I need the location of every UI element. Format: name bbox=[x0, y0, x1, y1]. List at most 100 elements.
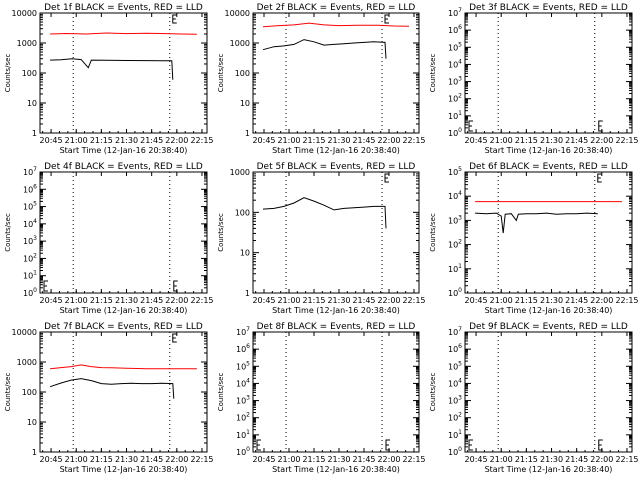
plot-frame bbox=[464, 171, 633, 294]
y-tick-label: 100 bbox=[22, 388, 37, 397]
x-tick-label: 22:00 bbox=[590, 136, 613, 145]
x-tick-label: 22:15 bbox=[402, 455, 425, 464]
y-tick-label: 1000 bbox=[230, 39, 250, 48]
y-axis-label: Counts/sec bbox=[4, 213, 12, 252]
events-series-line bbox=[50, 58, 174, 80]
y-tick-label: 102 bbox=[448, 412, 462, 423]
x-axis-label: Start Time (12-Jan-16 20:38:40) bbox=[485, 465, 613, 474]
y-tick-label: 10 bbox=[27, 99, 37, 108]
x-tick-label: 21:00 bbox=[490, 136, 513, 145]
x-tick-label: 21:45 bbox=[565, 455, 588, 464]
x-tick-label: 20:45 bbox=[40, 136, 63, 145]
x-tick-label: 21:15 bbox=[515, 455, 538, 464]
x-tick-label: 21:15 bbox=[302, 296, 325, 305]
plot-frame bbox=[252, 331, 420, 453]
range-marker bbox=[172, 333, 177, 343]
x-tick-label: 22:00 bbox=[165, 136, 188, 145]
x-tick-label: 21:45 bbox=[140, 136, 163, 145]
y-axis-label: Counts/sec bbox=[4, 54, 12, 93]
y-tick-label: 104 bbox=[448, 190, 462, 201]
x-axis-label: Start Time (12-Jan-16 20:38:40) bbox=[60, 306, 188, 315]
x-axis-label: Start Time (12-Jan-16 20:38:40) bbox=[272, 465, 400, 474]
y-tick-label: 101 bbox=[448, 429, 462, 440]
x-tick-label: 22:00 bbox=[590, 296, 613, 305]
plot-frame bbox=[39, 171, 208, 294]
plot-frame bbox=[39, 12, 208, 134]
y-tick-label: 1 bbox=[245, 129, 250, 138]
y-tick-label: 1000 bbox=[17, 39, 37, 48]
y-tick-label: 100 bbox=[235, 208, 250, 217]
range-marker bbox=[598, 120, 603, 132]
y-tick-label: 102 bbox=[448, 239, 462, 250]
y-tick-label: 100 bbox=[236, 446, 250, 457]
panel-2: Det 2f BLACK = Events, RED = LLD 20:45 21:… bbox=[217, 3, 426, 155]
x-tick-label: 22:15 bbox=[402, 136, 425, 145]
x-tick-label: 21:15 bbox=[515, 296, 538, 305]
panel-title: Det 7f BLACK = Events, RED = LLD bbox=[44, 322, 203, 332]
x-tick-label: 21:30 bbox=[115, 136, 138, 145]
x-tick-label: 21:15 bbox=[302, 455, 325, 464]
y-tick-label: 10000 bbox=[12, 328, 37, 337]
range-marker bbox=[256, 439, 261, 451]
y-tick-label: 1000 bbox=[17, 358, 37, 367]
lld-series-line bbox=[50, 364, 197, 370]
x-tick-label: 21:30 bbox=[540, 455, 563, 464]
range-marker bbox=[172, 14, 177, 24]
x-tick-label: 21:15 bbox=[90, 136, 113, 145]
x-tick-label: 21:00 bbox=[277, 455, 300, 464]
x-tick-label: 20:45 bbox=[465, 296, 488, 305]
panel-title: Det 2f BLACK = Events, RED = LLD bbox=[257, 3, 416, 13]
x-tick-label: 21:15 bbox=[90, 296, 113, 305]
y-tick-label: 101 bbox=[236, 429, 250, 440]
x-axis-label: Start Time (12-Jan-16 20:38:40) bbox=[60, 146, 188, 155]
y-tick-label: 105 bbox=[448, 41, 462, 52]
x-tick-label: 22:00 bbox=[377, 296, 400, 305]
range-marker bbox=[468, 120, 473, 132]
x-axis-label: Start Time (12-Jan-16 20:38:40) bbox=[485, 306, 613, 315]
range-marker bbox=[384, 173, 389, 183]
y-tick-label: 102 bbox=[23, 252, 37, 263]
y-tick-label: 103 bbox=[448, 214, 462, 225]
y-tick-label: 10 bbox=[27, 418, 37, 427]
x-tick-label: 21:00 bbox=[65, 136, 88, 145]
range-marker bbox=[468, 439, 473, 451]
x-tick-label: 20:45 bbox=[252, 455, 275, 464]
plot-frame bbox=[39, 331, 208, 453]
events-series-line bbox=[262, 197, 387, 229]
y-tick-label: 100 bbox=[448, 446, 462, 457]
range-marker bbox=[598, 439, 603, 451]
y-tick-label: 104 bbox=[448, 377, 462, 388]
panel-title: Det 9f BLACK = Events, RED = LLD bbox=[469, 322, 628, 332]
y-tick-label: 104 bbox=[448, 58, 462, 69]
y-tick-label: 105 bbox=[448, 166, 462, 177]
panel-title: Det 3f BLACK = Events, RED = LLD bbox=[469, 3, 628, 13]
y-tick-label: 101 bbox=[448, 110, 462, 121]
x-tick-label: 21:45 bbox=[565, 296, 588, 305]
x-tick-label: 22:15 bbox=[190, 455, 213, 464]
events-series-line bbox=[49, 378, 175, 399]
y-tick-label: 105 bbox=[23, 201, 37, 212]
x-tick-label: 22:00 bbox=[165, 296, 188, 305]
x-tick-label: 21:45 bbox=[140, 455, 163, 464]
panel-title: Det 1f BLACK = Events, RED = LLD bbox=[44, 3, 203, 13]
lld-series-line bbox=[262, 22, 410, 28]
x-tick-label: 21:30 bbox=[327, 296, 350, 305]
y-tick-label: 1 bbox=[245, 289, 250, 298]
y-tick-label: 103 bbox=[23, 235, 37, 246]
x-tick-label: 21:45 bbox=[352, 136, 375, 145]
x-tick-label: 21:45 bbox=[352, 455, 375, 464]
range-marker bbox=[597, 173, 602, 183]
y-tick-label: 100 bbox=[448, 127, 462, 138]
x-axis-label: Start Time (12-Jan-16 20:38:40) bbox=[272, 146, 400, 155]
x-tick-label: 22:15 bbox=[402, 296, 425, 305]
x-tick-label: 22:00 bbox=[377, 136, 400, 145]
y-axis-label: Counts/sec bbox=[429, 213, 437, 252]
x-tick-label: 20:45 bbox=[252, 136, 275, 145]
x-tick-label: 21:45 bbox=[565, 136, 588, 145]
